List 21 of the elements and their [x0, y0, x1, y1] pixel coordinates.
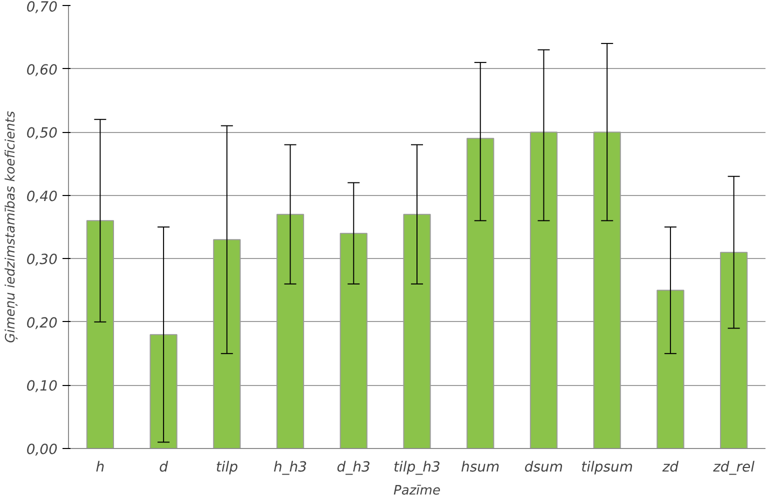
y-tick-label: 0,00 [26, 442, 58, 458]
x-tick-label: d [159, 460, 168, 476]
y-tick-label: 0,50 [26, 126, 58, 142]
y-tick-label: 0,60 [26, 62, 58, 78]
y-tick-label: 0,30 [26, 252, 58, 268]
y-tick-label: 0,20 [26, 315, 58, 332]
x-axis-title: Pazīme [394, 484, 440, 498]
x-tick-label: h_h3 [273, 460, 308, 476]
x-tick-label: h [96, 460, 105, 476]
y-axis-title: Ģimeņu iedzimstamības koeficients [3, 110, 18, 343]
x-tick-label: hsum [461, 460, 500, 476]
x-tick-label: zd [661, 460, 679, 476]
x-tick-label: dsum [524, 460, 564, 476]
y-tick-label: 0,10 [26, 378, 58, 395]
x-tick-label: zd_rel [712, 460, 755, 476]
x-tick-label: d_h3 [336, 460, 370, 476]
x-tick-label: tilpsum [581, 460, 634, 476]
x-tick-label: tilp [216, 460, 238, 476]
x-tick-label: tilp_h3 [394, 460, 440, 476]
y-tick-label: 0,40 [26, 188, 58, 205]
y-tick-label: 0,70 [26, 0, 58, 16]
